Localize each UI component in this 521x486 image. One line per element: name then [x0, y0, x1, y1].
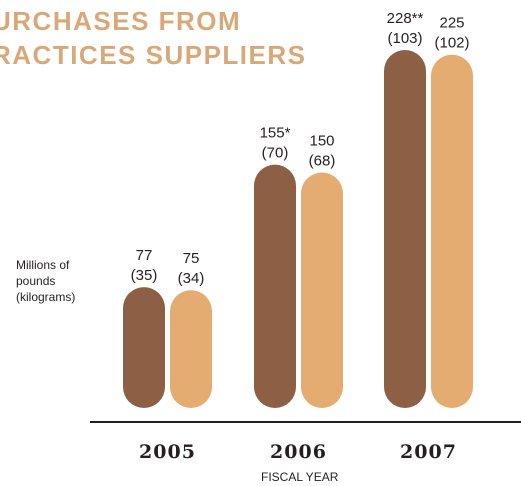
x-tick-label-2005: 2005: [139, 441, 196, 463]
x-tick-label-2007: 2007: [400, 441, 457, 463]
value-label-2005-series-2: 75: [183, 250, 200, 267]
value-label-2006-series-2: 150: [309, 132, 334, 149]
value-label-2007-series-1: 228**: [387, 10, 424, 27]
x-tick-label-2006: 2006: [270, 441, 327, 463]
bar-2005-series-2: [170, 290, 212, 408]
bar-2007-series-1: [384, 50, 426, 408]
x-axis-label: FISCAL YEAR: [261, 470, 339, 484]
y-axis-label: Millions of pounds (kilograms): [16, 257, 75, 305]
y-axis-label-line-2: pounds: [16, 274, 56, 288]
y-axis-label-line-1: Millions of: [16, 258, 70, 272]
value-label-2006-series-1: 155*: [260, 125, 291, 142]
kg-label-2005-series-1: (35): [131, 267, 158, 284]
bar-2005-series-1: [123, 287, 165, 408]
kg-label-2006-series-2: (68): [309, 152, 336, 169]
kg-label-2007-series-1: (103): [387, 30, 422, 47]
kg-label-2005-series-2: (34): [178, 270, 205, 287]
chart-title-line-1: URCHASES FROM: [0, 6, 242, 36]
kg-label-2007-series-2: (102): [434, 35, 469, 52]
bar-2007-series-2: [431, 54, 473, 409]
kg-label-2006-series-1: (70): [262, 145, 289, 162]
chart-title-line-2: RACTICES SUPPLIERS: [0, 40, 307, 70]
value-label-2007-series-2: 225: [439, 15, 464, 32]
y-axis-label-line-3: (kilograms): [16, 290, 76, 304]
bar-2006-series-2: [301, 172, 343, 408]
value-label-2005-series-1: 77: [136, 247, 153, 264]
bar-2006-series-1: [254, 164, 296, 408]
